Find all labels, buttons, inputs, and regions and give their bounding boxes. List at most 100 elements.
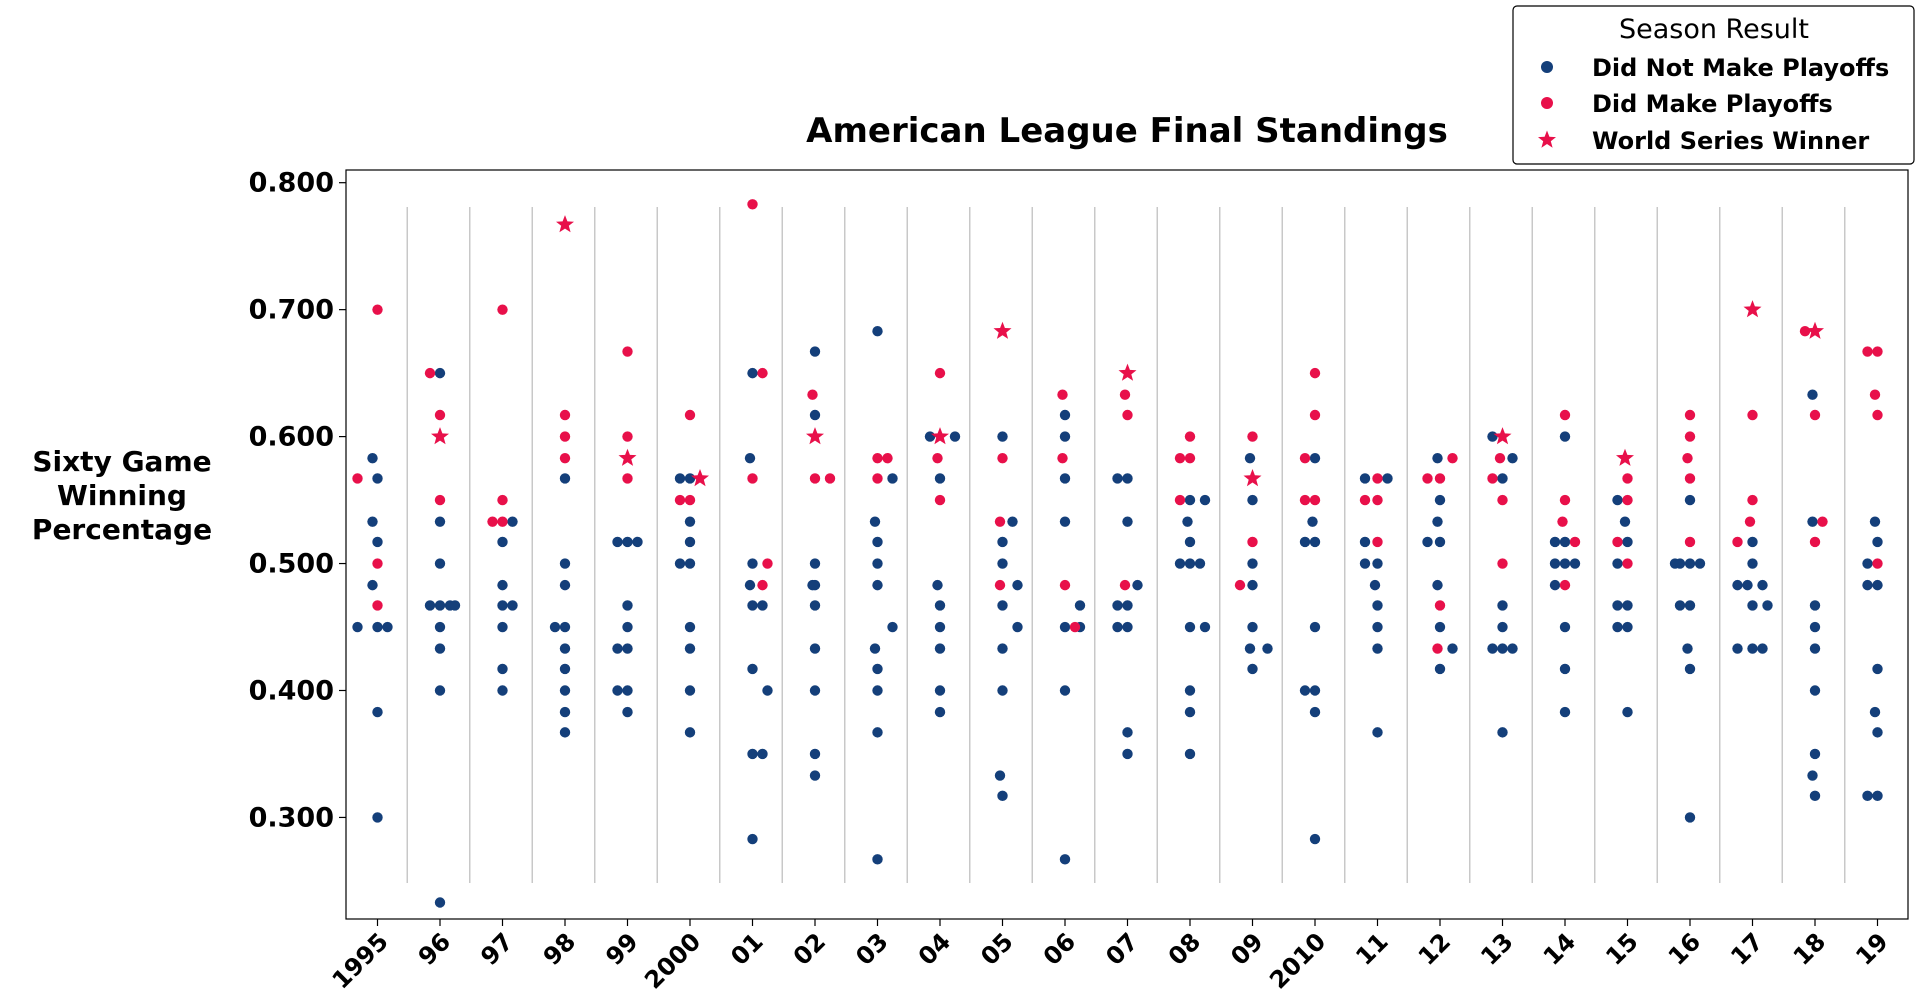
point-not-playoffs xyxy=(1434,621,1446,633)
point-not-playoffs xyxy=(1184,536,1196,548)
legend-label-not-playoffs: Did Not Make Playoffs xyxy=(1592,54,1889,82)
point-not-playoffs xyxy=(507,516,518,527)
point-not-playoffs xyxy=(747,367,758,379)
point-playoffs xyxy=(807,389,818,400)
point-playoffs xyxy=(1299,452,1311,464)
point-playoffs xyxy=(1057,452,1068,464)
y-tick-label: 0.300 xyxy=(249,802,334,833)
point-not-playoffs xyxy=(1732,643,1743,654)
point-not-playoffs xyxy=(949,431,961,442)
point-not-playoffs xyxy=(1247,663,1258,675)
point-not-playoffs xyxy=(1247,494,1258,506)
point-playoffs xyxy=(824,473,836,484)
y-tick-label: 0.400 xyxy=(249,675,334,706)
point-not-playoffs xyxy=(1619,516,1631,527)
point-not-playoffs xyxy=(1872,536,1883,548)
point-playoffs xyxy=(762,558,773,569)
point-not-playoffs xyxy=(1549,558,1561,569)
point-not-playoffs xyxy=(1507,452,1518,464)
point-not-playoffs xyxy=(434,600,446,611)
point-not-playoffs xyxy=(872,326,883,337)
point-not-playoffs xyxy=(1299,536,1311,548)
point-playoffs xyxy=(1744,516,1756,527)
point-not-playoffs xyxy=(1622,600,1633,611)
point-playoffs xyxy=(1869,389,1881,400)
point-playoffs xyxy=(1684,473,1696,484)
point-not-playoffs xyxy=(1132,579,1143,591)
point-playoffs xyxy=(1309,409,1321,421)
point-not-playoffs xyxy=(1869,516,1881,527)
point-not-playoffs xyxy=(1434,536,1446,548)
point-not-playoffs xyxy=(872,579,883,591)
point-not-playoffs xyxy=(1247,579,1258,591)
point-not-playoffs xyxy=(872,536,883,548)
point-not-playoffs xyxy=(1559,621,1571,633)
point-not-playoffs xyxy=(1872,579,1883,591)
point-not-playoffs xyxy=(1872,790,1883,802)
point-not-playoffs xyxy=(559,685,571,696)
point-not-playoffs xyxy=(684,536,696,548)
point-not-playoffs xyxy=(1549,536,1561,548)
point-playoffs xyxy=(1612,536,1623,548)
point-not-playoffs xyxy=(1059,431,1071,442)
legend-box xyxy=(1512,5,1915,165)
point-not-playoffs xyxy=(1622,706,1633,718)
point-not-playoffs xyxy=(1309,621,1321,633)
point-world-series-winner xyxy=(1616,448,1634,466)
point-not-playoffs xyxy=(1434,494,1446,506)
point-not-playoffs xyxy=(1382,473,1393,484)
point-not-playoffs xyxy=(497,663,508,675)
point-playoffs xyxy=(1684,536,1696,548)
point-not-playoffs xyxy=(1757,579,1768,591)
point-not-playoffs xyxy=(674,473,686,484)
point-not-playoffs xyxy=(997,600,1008,611)
point-playoffs xyxy=(747,199,758,210)
point-not-playoffs xyxy=(1497,643,1508,654)
point-not-playoffs xyxy=(872,663,883,675)
point-not-playoffs xyxy=(1432,452,1443,464)
point-not-playoffs xyxy=(559,621,571,633)
point-not-playoffs xyxy=(1309,706,1321,718)
point-not-playoffs xyxy=(559,663,571,675)
point-not-playoffs xyxy=(1369,579,1381,591)
point-not-playoffs xyxy=(1194,558,1206,569)
point-not-playoffs xyxy=(747,663,758,675)
point-not-playoffs xyxy=(934,706,946,718)
point-not-playoffs xyxy=(372,812,383,823)
point-not-playoffs xyxy=(1247,558,1258,569)
point-not-playoffs xyxy=(1742,579,1753,591)
point-world-series-winner xyxy=(806,427,824,445)
point-not-playoffs xyxy=(1112,621,1123,633)
point-not-playoffs xyxy=(497,579,508,591)
point-not-playoffs xyxy=(1199,621,1211,633)
point-playoffs xyxy=(882,452,893,464)
point-playoffs xyxy=(1057,389,1068,400)
point-not-playoffs xyxy=(497,536,508,548)
legend-label-ws-winner: World Series Winner xyxy=(1592,127,1869,155)
point-not-playoffs xyxy=(1059,621,1071,633)
point-playoffs xyxy=(757,367,768,379)
point-not-playoffs xyxy=(372,536,383,548)
point-not-playoffs xyxy=(612,643,623,654)
y-axis-title-line-1: Sixty Game xyxy=(32,445,211,478)
point-not-playoffs xyxy=(747,748,758,760)
point-not-playoffs xyxy=(1807,516,1818,527)
point-not-playoffs xyxy=(367,452,378,464)
point-not-playoffs xyxy=(997,790,1008,802)
point-not-playoffs xyxy=(997,536,1008,548)
point-not-playoffs xyxy=(622,621,633,633)
point-world-series-winner xyxy=(1743,300,1762,318)
point-playoffs xyxy=(872,452,883,464)
point-not-playoffs xyxy=(559,706,571,718)
point-not-playoffs xyxy=(744,452,756,464)
point-not-playoffs xyxy=(352,621,363,633)
point-not-playoffs xyxy=(434,643,446,654)
point-playoffs xyxy=(1372,473,1383,484)
point-playoffs xyxy=(622,473,633,484)
point-not-playoffs xyxy=(1422,536,1433,548)
point-not-playoffs xyxy=(1309,685,1321,696)
point-not-playoffs xyxy=(994,770,1006,781)
point-playoffs xyxy=(1494,452,1506,464)
point-playoffs xyxy=(809,473,821,484)
point-world-series-winner xyxy=(1243,469,1262,487)
